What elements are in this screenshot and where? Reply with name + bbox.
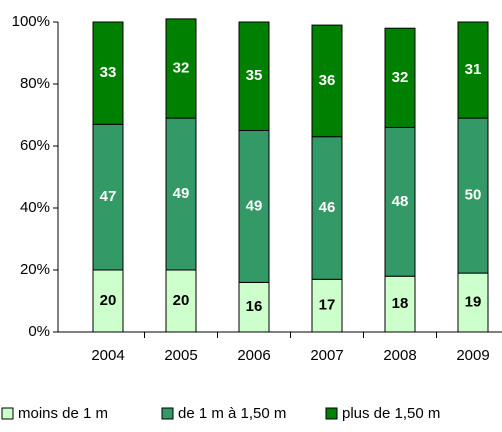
bar-segment — [238, 130, 270, 283]
legend-swatch — [1, 407, 14, 420]
bar-segment — [457, 272, 489, 333]
data-label: 32 — [173, 59, 190, 76]
data-label: 47 — [100, 188, 117, 205]
data-label: 17 — [319, 297, 336, 314]
data-label: 31 — [465, 61, 482, 78]
data-label: 20 — [100, 292, 117, 309]
data-label: 46 — [319, 199, 336, 216]
x-tick-label: 2005 — [164, 347, 197, 364]
y-tick-label: 100% — [12, 13, 50, 30]
bar-segment — [457, 21, 489, 119]
y-tick-label: 40% — [20, 199, 50, 216]
legend-swatch — [325, 407, 338, 420]
data-label: 33 — [100, 64, 117, 81]
bar-segment — [457, 117, 489, 274]
bar-segment — [311, 278, 343, 333]
bar-segment — [92, 21, 124, 125]
data-label: 16 — [246, 298, 263, 315]
bar-segment — [384, 27, 416, 128]
bar-segment — [311, 24, 343, 138]
bar-segment — [165, 269, 197, 333]
x-tick-label: 2009 — [456, 347, 489, 364]
y-tick-label: 80% — [20, 75, 50, 92]
x-tick-label: 2007 — [310, 347, 343, 364]
data-label: 18 — [392, 295, 409, 312]
y-tick-label: 20% — [20, 261, 50, 278]
y-tick-label: 0% — [28, 323, 50, 340]
bar-segment — [92, 123, 124, 271]
bar-segment — [165, 18, 197, 119]
data-label: 32 — [392, 69, 409, 86]
bar-segment — [238, 281, 270, 333]
legend-swatch — [161, 407, 174, 420]
data-label: 20 — [173, 292, 190, 309]
bar-segment — [384, 275, 416, 333]
legend-label: de 1 m à 1,50 m — [178, 405, 286, 422]
bar-segment — [384, 126, 416, 277]
data-label: 49 — [173, 185, 190, 202]
bar-segment — [238, 21, 270, 131]
data-label: 36 — [319, 72, 336, 89]
y-tick-label: 60% — [20, 137, 50, 154]
x-tick-label: 2004 — [91, 347, 124, 364]
data-label: 48 — [392, 193, 409, 210]
bar-segment — [92, 269, 124, 333]
x-tick-label: 2008 — [383, 347, 416, 364]
bar-segment — [311, 136, 343, 280]
x-tick-label: 2006 — [237, 347, 270, 364]
data-label: 50 — [465, 187, 482, 204]
data-label: 49 — [246, 197, 263, 214]
legend-label: moins de 1 m — [18, 405, 108, 422]
data-label: 19 — [465, 294, 482, 311]
data-label: 35 — [246, 67, 263, 84]
legend-label: plus de 1,50 m — [342, 405, 440, 422]
